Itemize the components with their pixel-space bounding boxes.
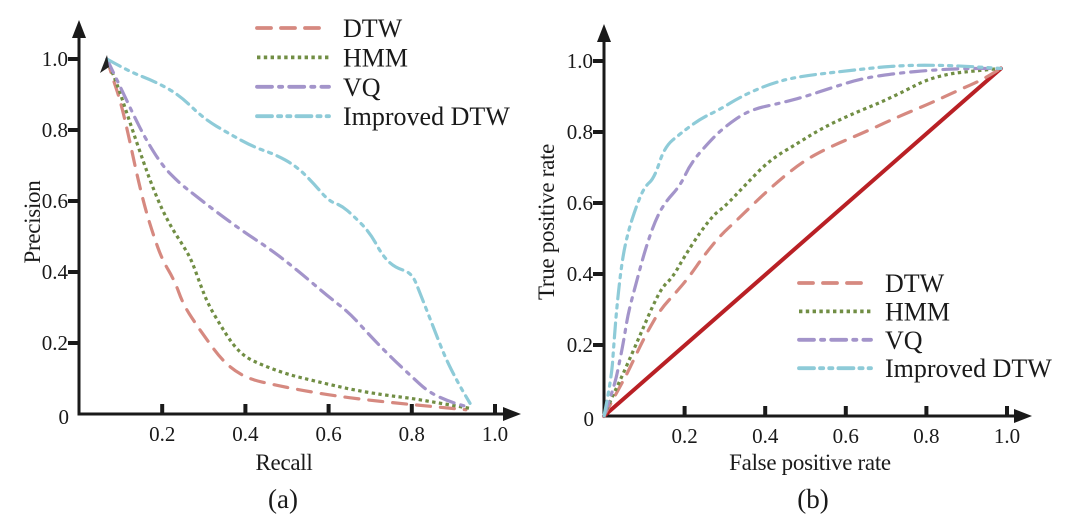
y-tick-label: 0.2 — [42, 331, 68, 355]
y-tick-label: 1.0 — [42, 47, 68, 71]
x-tick-label: 0.6 — [315, 422, 341, 446]
legend-item-label: VQ — [343, 73, 381, 102]
curves-group — [602, 63, 1003, 418]
legend-item-label: Improved DTW — [885, 354, 1052, 383]
x-tick-label: 1.0 — [994, 424, 1020, 448]
x-tick — [843, 406, 848, 416]
x-axis-label: False positive rate — [729, 450, 891, 475]
x-tick-label: 0.2 — [149, 422, 175, 446]
panel-caption: (b) — [797, 484, 828, 514]
y-tick — [68, 199, 79, 203]
y-tick-label: 0.8 — [42, 118, 68, 142]
y-axis-arrow-icon — [597, 24, 611, 42]
x-tick — [409, 404, 414, 414]
curves-start-marker — [100, 55, 109, 73]
y-tick-label: 0.6 — [42, 189, 68, 213]
x-tick-label: 1.0 — [482, 422, 508, 446]
legend-item-improved-dtw: Improved DTW — [797, 354, 1052, 383]
y-axis-label: True positive rate — [534, 144, 559, 300]
curve-vq — [602, 66, 1003, 418]
y-axis-arrow-icon — [72, 20, 86, 38]
legend-item-label: Improved DTW — [343, 102, 510, 131]
y-tick — [68, 57, 79, 61]
x-tick — [763, 406, 768, 416]
curves-group — [100, 55, 472, 412]
legend-item-vq: VQ — [797, 326, 923, 355]
x-tick — [243, 404, 248, 414]
curve-improved-dtw — [105, 57, 472, 405]
y-tick — [593, 130, 604, 134]
y-tick-label: 0.4 — [42, 260, 69, 284]
legend-item-label: HMM — [343, 43, 408, 72]
y-tick — [593, 59, 604, 63]
panel-caption: (a) — [268, 484, 298, 514]
y-tick — [68, 341, 79, 345]
y-tick-label: 0.4 — [567, 262, 594, 286]
x-tick — [682, 406, 687, 416]
x-tick — [1005, 406, 1009, 416]
axes-group: 0.2 0.4 0.6 0.8 1.0 0.2 0.4 0.6 0.8 1.0 0 — [567, 24, 1032, 448]
y-axis-label: Precision — [20, 180, 45, 264]
x-axis-label: Recall — [256, 450, 313, 475]
legend-item-improved-dtw: Improved DTW — [255, 102, 510, 131]
origin-label: 0 — [59, 405, 70, 429]
legend-item-vq: VQ — [255, 73, 381, 102]
x-tick — [924, 406, 929, 416]
legend-item-label: DTW — [885, 269, 945, 298]
roc-chart: 0.2 0.4 0.6 0.8 1.0 0.2 0.4 0.6 0.8 1.0 0 DTWHMMVQ… — [534, 24, 1052, 514]
y-tick-label: 0.6 — [567, 191, 593, 215]
curve-vq — [105, 57, 472, 410]
axes-group: 0.2 0.4 0.6 0.8 1.0 0.2 0.4 0.6 0.8 1.0 0 — [42, 20, 521, 446]
y-tick — [593, 201, 604, 205]
curve-chance-diagonal — [602, 66, 1003, 418]
legend-item-label: HMM — [885, 297, 950, 326]
y-tick — [593, 272, 604, 276]
curve-dtw — [602, 66, 1003, 418]
legend-item-dtw: DTW — [797, 269, 945, 298]
y-tick — [593, 343, 604, 347]
x-tick — [326, 404, 331, 414]
x-tick — [493, 404, 497, 414]
curve-hmm — [105, 58, 471, 410]
x-axis-arrow-icon — [503, 407, 521, 421]
legend-item-hmm: HMM — [799, 297, 950, 326]
legend-item-hmm: HMM — [257, 43, 408, 72]
x-tick-label: 0.2 — [671, 424, 697, 448]
y-tick-label: 1.0 — [567, 49, 593, 73]
legend-item-dtw: DTW — [255, 14, 403, 43]
curve-dtw — [105, 57, 468, 412]
x-tick-label: 0.4 — [752, 424, 779, 448]
y-tick — [68, 270, 79, 274]
origin-label: 0 — [584, 407, 595, 431]
x-tick-label: 0.6 — [833, 424, 859, 448]
curve-improved-dtw — [602, 63, 1003, 418]
y-tick — [68, 128, 79, 132]
x-axis-arrow-icon — [1014, 409, 1032, 423]
y-tick-label: 0.8 — [567, 120, 593, 144]
y-tick-label: 0.2 — [567, 333, 593, 357]
legend-item-label: VQ — [885, 326, 923, 355]
x-tick-label: 0.8 — [913, 424, 939, 448]
legend-item-label: DTW — [343, 14, 403, 43]
x-tick-label: 0.4 — [232, 422, 259, 446]
precision-recall-chart: 0.2 0.4 0.6 0.8 1.0 0.2 0.4 0.6 0.8 1.0 0 DTWHMMVQ… — [20, 14, 521, 514]
x-tick-label: 0.8 — [399, 422, 425, 446]
curve-hmm — [602, 66, 1002, 417]
x-tick — [160, 404, 165, 414]
